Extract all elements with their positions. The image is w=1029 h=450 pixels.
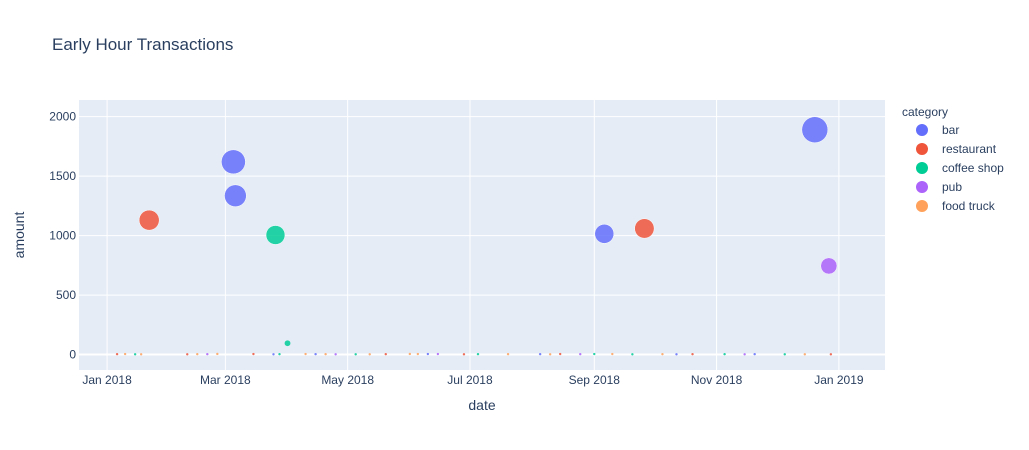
point-restaurant[interactable] <box>829 353 833 356</box>
legend-marker[interactable] <box>916 181 928 193</box>
x-tick-label: Jul 2018 <box>447 373 493 387</box>
point-pub[interactable] <box>743 353 746 356</box>
point-food-truck[interactable] <box>416 352 420 356</box>
legend-marker[interactable] <box>916 200 928 212</box>
point-pub[interactable] <box>820 257 838 275</box>
x-axis-ticks: Jan 2018 Mar 2018 May 2018 Jul 2018 Sep 2018… <box>82 373 864 387</box>
point-coffee-shop[interactable] <box>284 340 291 347</box>
point-coffee-shop[interactable] <box>278 352 281 356</box>
point-restaurant[interactable] <box>558 352 562 356</box>
legend-marker[interactable] <box>916 143 928 155</box>
legend-title: category <box>902 105 948 119</box>
y-tick-label: 500 <box>56 288 76 302</box>
point-food-truck[interactable] <box>803 353 807 356</box>
y-axis-label: amount <box>11 212 27 259</box>
point-food-truck[interactable] <box>304 352 307 356</box>
point-bar[interactable] <box>221 149 246 175</box>
point-bar[interactable] <box>272 353 275 356</box>
point-food-truck[interactable] <box>611 352 614 356</box>
point-restaurant[interactable] <box>186 353 189 356</box>
legend: category bar restaurant coffee shop pub food… <box>902 105 1004 213</box>
point-bar[interactable] <box>753 352 756 356</box>
legend-label[interactable]: restaurant <box>942 142 997 156</box>
data-points <box>115 116 838 356</box>
point-coffee-shop[interactable] <box>783 353 786 356</box>
point-bar[interactable] <box>675 353 678 356</box>
point-restaurant[interactable] <box>115 352 119 356</box>
point-bar[interactable] <box>224 184 247 207</box>
point-bar[interactable] <box>594 224 615 244</box>
point-bar[interactable] <box>538 352 542 356</box>
legend-marker[interactable] <box>916 162 928 174</box>
point-restaurant[interactable] <box>462 353 466 356</box>
point-coffee-shop[interactable] <box>593 352 596 356</box>
legend-marker[interactable] <box>916 124 928 136</box>
point-coffee-shop[interactable] <box>476 352 480 356</box>
point-pub[interactable] <box>206 352 209 356</box>
x-tick-label: Jan 2019 <box>814 373 864 387</box>
point-pub[interactable] <box>436 352 440 356</box>
y-tick-label: 1500 <box>49 169 76 183</box>
point-bar[interactable] <box>801 116 829 143</box>
point-restaurant[interactable] <box>691 352 694 356</box>
point-pub[interactable] <box>334 353 337 356</box>
point-coffee-shop[interactable] <box>631 353 634 356</box>
point-restaurant[interactable] <box>138 209 160 231</box>
point-food-truck[interactable] <box>216 352 219 356</box>
point-food-truck[interactable] <box>661 352 664 356</box>
x-tick-label: May 2018 <box>321 373 374 387</box>
point-food-truck[interactable] <box>408 352 412 356</box>
legend-label[interactable]: pub <box>942 180 962 194</box>
point-bar[interactable] <box>314 352 317 356</box>
point-food-truck[interactable] <box>548 353 552 356</box>
x-tick-label: Jan 2018 <box>82 373 132 387</box>
y-tick-label: 0 <box>69 348 76 362</box>
legend-label[interactable]: bar <box>942 123 959 137</box>
point-bar[interactable] <box>426 352 430 356</box>
plot-area <box>79 100 885 370</box>
point-food-truck[interactable] <box>368 353 371 356</box>
point-coffee-shop[interactable] <box>133 353 137 356</box>
point-coffee-shop[interactable] <box>265 225 286 245</box>
y-tick-label: 2000 <box>49 110 76 124</box>
x-tick-label: Mar 2018 <box>200 373 251 387</box>
y-tick-label: 1000 <box>49 229 76 243</box>
point-coffee-shop[interactable] <box>723 352 726 356</box>
point-food-truck[interactable] <box>123 352 127 356</box>
x-tick-label: Sep 2018 <box>569 373 621 387</box>
point-food-truck[interactable] <box>196 352 199 356</box>
point-restaurant[interactable] <box>252 352 255 356</box>
chart-title: Early Hour Transactions <box>52 35 233 54</box>
point-food-truck[interactable] <box>324 352 327 356</box>
point-food-truck[interactable] <box>506 352 510 356</box>
x-tick-label: Nov 2018 <box>691 373 743 387</box>
point-pub[interactable] <box>579 352 582 356</box>
point-coffee-shop[interactable] <box>354 353 357 356</box>
legend-label[interactable]: food truck <box>942 199 996 213</box>
point-restaurant[interactable] <box>634 218 655 239</box>
y-axis-ticks: 0 500 1000 1500 2000 <box>49 110 76 362</box>
point-food-truck[interactable] <box>139 353 143 356</box>
point-restaurant[interactable] <box>384 352 387 356</box>
legend-label[interactable]: coffee shop <box>942 161 1004 175</box>
grid-lines <box>79 100 885 370</box>
x-axis-label: date <box>468 397 495 413</box>
